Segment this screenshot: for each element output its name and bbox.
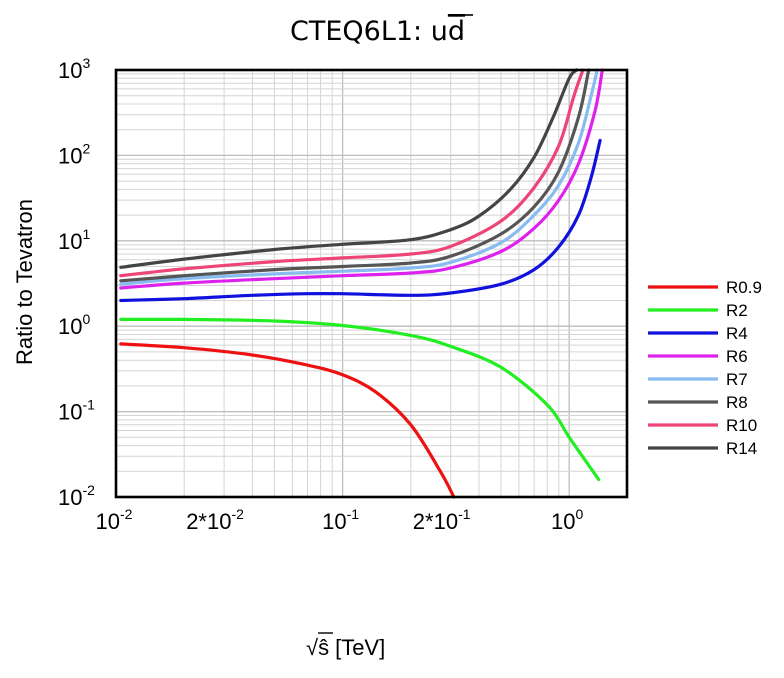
series-line-r6 (119, 68, 604, 290)
legend: R0.9 R2 R4 R6 R7 R8 R10 R14 (648, 278, 762, 458)
grid (115, 69, 627, 498)
x-tick-label: 100 (551, 506, 583, 534)
x-axis-label: √ŝ [TeV] (306, 632, 385, 660)
x-axis-label-unit: [TeV] (335, 635, 385, 660)
legend-label-r2: R2 (726, 301, 748, 320)
y-tick-label: 101 (58, 226, 90, 254)
legend-label-r10: R10 (726, 416, 757, 435)
chart-title: CTEQ6L1: ud (290, 16, 465, 47)
y-axis-label: Ratio to Tevatron (12, 199, 37, 365)
series-line-r2 (119, 317, 601, 482)
legend-label-r8: R8 (726, 393, 748, 412)
series-line-r4 (119, 138, 602, 303)
legend-label-r6: R6 (726, 347, 748, 366)
legend-label-r14: R14 (726, 439, 757, 458)
x-tick-label: 10-2 (96, 506, 133, 534)
svg-text:√ŝ[TeV]: √ŝ [TeV] (306, 635, 385, 660)
chart-title-bar-letter: d (448, 16, 465, 47)
y-tick-labels: 10-2 10-1 100 101 102 103 (58, 55, 95, 510)
series-line-r10 (119, 68, 585, 278)
legend-label-r7: R7 (726, 370, 748, 389)
x-axis-label-var: ŝ (318, 635, 329, 660)
x-tick-label: 10-1 (322, 506, 359, 534)
series-line-r7 (119, 68, 599, 286)
series-line-r14 (119, 68, 579, 269)
y-tick-label: 10-2 (58, 482, 95, 510)
y-tick-label: 10-1 (58, 397, 95, 425)
legend-label-r0-9: R0.9 (726, 278, 762, 297)
series-line-r8 (119, 68, 591, 283)
y-tick-label: 102 (58, 140, 90, 168)
legend-label-r4: R4 (726, 324, 748, 343)
y-tick-label: 103 (58, 55, 90, 83)
x-tick-label: 2*10-2 (186, 506, 244, 534)
x-tick-labels: 10-2 2*10-2 10-1 2*10-1 100 (96, 506, 584, 534)
series-lines (119, 68, 604, 499)
x-tick-label: 2*10-1 (413, 506, 471, 534)
x-axis-label-root: √ (306, 635, 319, 660)
y-tick-label: 100 (58, 311, 90, 339)
series-line-r0-9 (119, 342, 456, 499)
plot-frame (114, 68, 629, 499)
